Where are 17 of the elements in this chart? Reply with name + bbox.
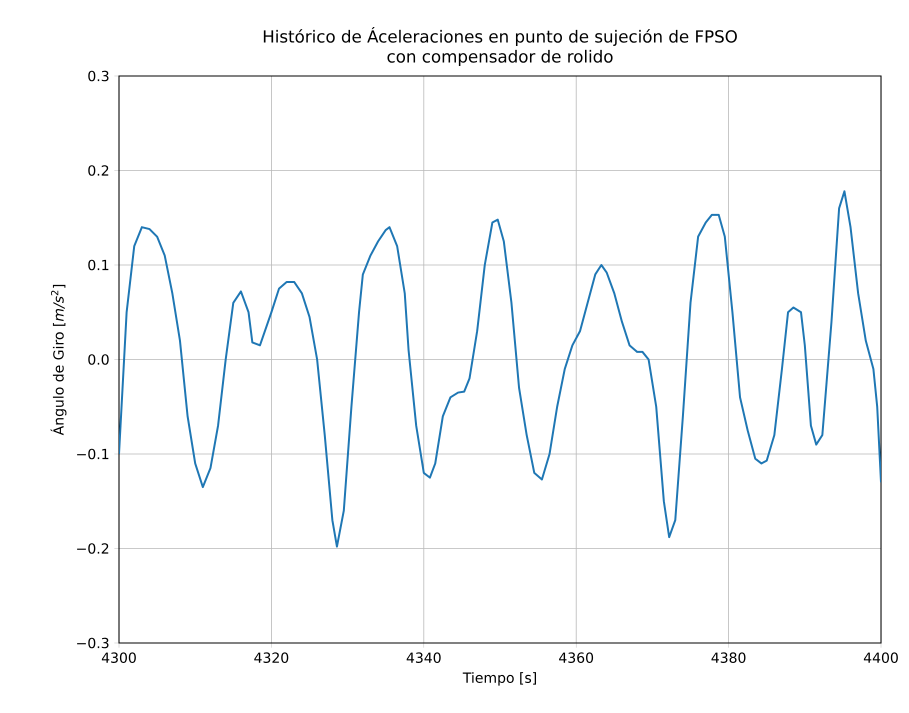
y-tick-label: 0.2: [88, 165, 108, 176]
x-tick-label: 4380: [711, 652, 746, 663]
x-axis-title: Tiempo [s]: [462, 672, 536, 686]
y-tick-label: −0.1: [77, 448, 108, 460]
x-tick-label: 4340: [406, 652, 441, 663]
y-tick-label: 0.1: [88, 260, 108, 270]
chart-title: Histórico de Áceleraciones en punto de sujeción de FPSO con compensador de rolido: [264, 27, 737, 66]
y-tick-label: −0.2: [77, 543, 108, 554]
y-axis-title: Ángulo de Giro [m/s$^{2}$]: [50, 284, 66, 436]
x-tick-label: 4320: [254, 652, 288, 663]
x-tick-label: 4300: [102, 652, 136, 663]
x-tick-label: 4360: [559, 652, 594, 663]
x-tick-label: 4400: [864, 652, 898, 663]
line-series: [119, 190, 882, 548]
y-tick-label: −0.3: [77, 638, 108, 648]
y-tick-label: 0.3: [88, 70, 108, 82]
y-tick-label: 0.0: [88, 354, 109, 365]
